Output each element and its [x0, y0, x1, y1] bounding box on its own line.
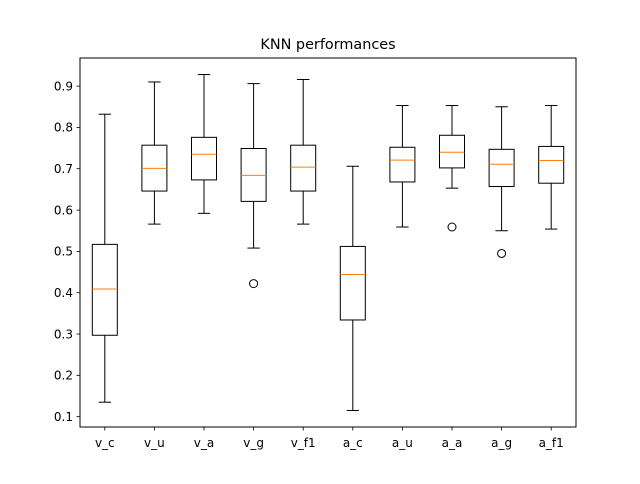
- y-tick-label: 0.8: [54, 121, 73, 135]
- x-tick-label: v_a: [194, 436, 214, 450]
- box-a_c: [339, 245, 366, 321]
- x-tick-label: v_g: [243, 436, 264, 450]
- x-tick-label: a_g: [491, 436, 512, 450]
- y-tick-label: 0.5: [54, 245, 73, 259]
- y-tick-label: 0.9: [54, 79, 73, 93]
- x-tick-label: v_c: [95, 436, 115, 450]
- box-a_g: [488, 148, 515, 188]
- x-tick-label: a_f1: [539, 436, 564, 450]
- y-tick-label: 0.3: [54, 327, 73, 341]
- plot-area: 0.1 0.2 0.3 0.4 0.5 0.6 0.7 0.8 0.9 v_c v_u v_a v_g v…: [54, 57, 577, 450]
- box-a_f1: [538, 145, 565, 184]
- plot-frame: [79, 57, 577, 428]
- flier-point: [447, 222, 457, 232]
- y-tick-label: 0.1: [54, 410, 73, 424]
- y-tick-label: 0.4: [54, 286, 73, 300]
- box-v_f1: [290, 144, 317, 192]
- x-tick-label: a_a: [442, 436, 463, 450]
- box-a_a: [439, 134, 465, 169]
- x-tick-label: v_f1: [291, 436, 316, 450]
- y-tick-label: 0.6: [54, 203, 73, 217]
- box-v_a: [191, 136, 217, 181]
- y-tick-label: 0.7: [54, 162, 73, 176]
- flier-point: [497, 248, 507, 258]
- x-tick-label: a_c: [343, 436, 363, 450]
- box-v_c: [91, 243, 118, 336]
- flier-point: [249, 279, 259, 289]
- box-a_u: [389, 146, 416, 183]
- x-tick-label: a_u: [392, 436, 413, 450]
- y-tick-label: 0.2: [54, 369, 73, 383]
- x-tick-label: v_u: [144, 436, 165, 450]
- chart-title: KNN performances: [260, 37, 395, 53]
